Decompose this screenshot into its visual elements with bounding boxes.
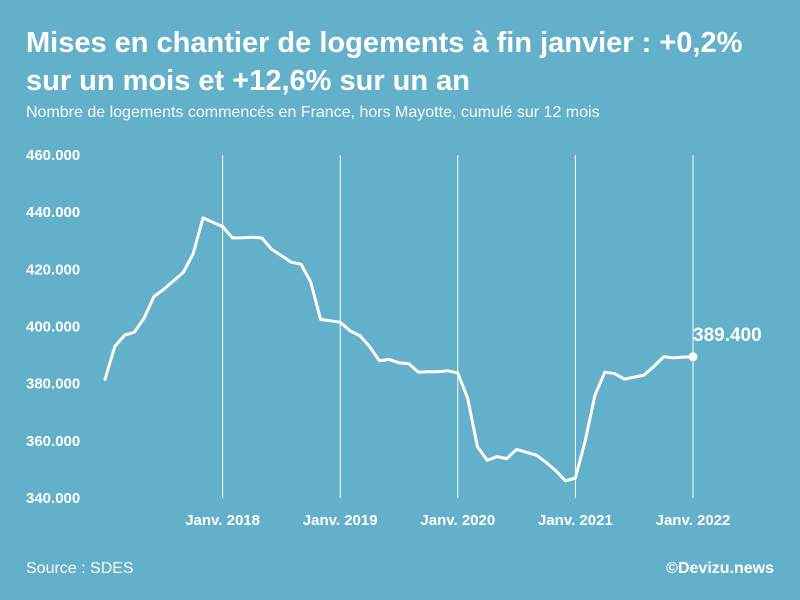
y-tick-label: 380.000 [26,376,80,393]
chart-title: Mises en chantier de logements à fin jan… [26,24,786,100]
x-tick-label: Janv. 2022 [656,512,731,529]
x-tick-label: Janv. 2020 [420,512,495,529]
source-note: Source : SDES [26,560,134,577]
x-tick-label: Janv. 2018 [185,512,260,529]
x-axis-ticks: Janv. 2018 Janv. 2019 Janv. 2020 Janv. 2021… [185,512,730,529]
x-tick-label: Janv. 2019 [303,512,378,529]
y-tick-label: 340.000 [26,490,80,507]
end-point-marker [688,352,698,362]
y-tick-label: 400.000 [26,319,80,336]
y-tick-label: 420.000 [26,261,80,278]
title-line-2: sur un mois et +12,6% sur un an [26,65,470,97]
x-tick-label: Janv. 2021 [538,512,613,529]
gridlines [222,155,694,498]
y-tick-label: 440.000 [26,204,80,221]
y-tick-label: 360.000 [26,433,80,450]
chart-subtitle: Nombre de logements commencés en France,… [26,104,600,121]
y-axis-ticks: 340.000 360.000 380.000 400.000 420.000 440.0… [26,147,80,507]
credit-logo: ©Devizu.news [666,560,774,577]
y-tick-label: 460.000 [26,147,80,164]
end-value-label: 389.400 [693,325,762,346]
series-line [103,216,695,483]
title-line-1: Mises en chantier de logements à fin jan… [26,27,743,59]
